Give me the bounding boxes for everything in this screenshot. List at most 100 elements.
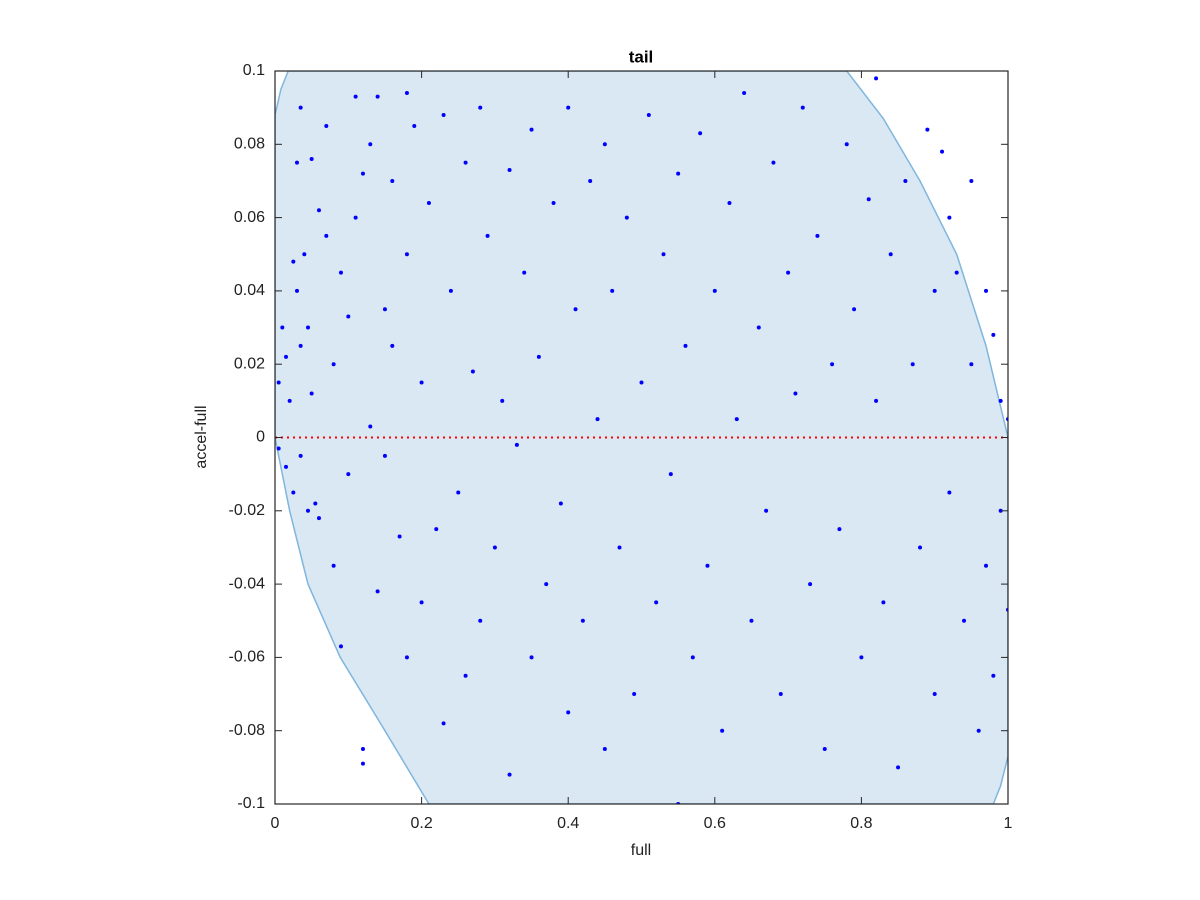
data-point [331, 563, 336, 568]
data-point [800, 105, 805, 110]
data-point [360, 761, 365, 766]
data-point [492, 545, 497, 550]
data-point [969, 178, 974, 183]
data-point [478, 618, 483, 623]
data-point [764, 508, 769, 513]
data-point [309, 391, 314, 396]
y-tick-label: 0.02 [234, 355, 265, 372]
data-point [566, 105, 571, 110]
data-point [316, 208, 321, 213]
data-point [756, 325, 761, 330]
data-point [903, 178, 908, 183]
x-tick-label: 1 [1004, 815, 1013, 832]
y-tick-label: 0 [256, 429, 265, 446]
data-point [602, 142, 607, 147]
data-point [514, 442, 519, 447]
data-point [283, 464, 288, 469]
data-point [940, 149, 945, 154]
data-point [830, 362, 835, 367]
data-point [588, 178, 593, 183]
data-point [463, 673, 468, 678]
data-point [382, 307, 387, 312]
y-tick-label: 0.1 [243, 62, 265, 79]
data-point [338, 644, 343, 649]
data-point [298, 105, 303, 110]
data-point [690, 655, 695, 660]
x-tick-label: 0.2 [410, 815, 432, 832]
x-tick-label: 0 [271, 815, 280, 832]
data-point [852, 307, 857, 312]
data-point [522, 270, 527, 275]
data-point [844, 142, 849, 147]
data-point [338, 270, 343, 275]
data-point [910, 362, 915, 367]
data-point [419, 380, 424, 385]
data-point [276, 380, 281, 385]
x-tick-label: 0.4 [557, 815, 579, 832]
plot-area [275, 71, 1008, 804]
data-point [404, 90, 409, 95]
data-point [276, 446, 281, 451]
x-tick-label: 0.6 [704, 815, 726, 832]
x-tick-label: 0.8 [850, 815, 872, 832]
data-point [485, 233, 490, 238]
data-point [881, 600, 886, 605]
y-axis-label: accel-full [193, 405, 210, 468]
data-point [294, 160, 299, 165]
data-point [925, 127, 930, 132]
y-tick-label: 0.08 [234, 136, 265, 153]
data-point [793, 391, 798, 396]
data-point [280, 325, 285, 330]
data-point [984, 288, 989, 293]
data-point [500, 398, 505, 403]
data-point [294, 288, 299, 293]
data-point [991, 332, 996, 337]
data-point [448, 288, 453, 293]
data-point [962, 618, 967, 623]
y-tick-label: -0.08 [229, 722, 266, 739]
data-point [639, 380, 644, 385]
data-point [298, 453, 303, 458]
data-point [360, 171, 365, 176]
data-point [291, 259, 296, 264]
data-point [932, 288, 937, 293]
data-point [529, 127, 534, 132]
data-point [404, 252, 409, 257]
data-point [558, 501, 563, 506]
data-point [507, 167, 512, 172]
data-point [529, 655, 534, 660]
data-point [313, 501, 318, 506]
data-point [610, 288, 615, 293]
y-tick-label: -0.02 [229, 502, 266, 519]
data-point [456, 490, 461, 495]
data-point [390, 178, 395, 183]
data-point [360, 747, 365, 752]
data-point [866, 197, 871, 202]
data-point [632, 692, 637, 697]
data-point [566, 710, 571, 715]
data-point [353, 94, 358, 99]
data-point [375, 589, 380, 594]
data-point [954, 270, 959, 275]
data-point [316, 516, 321, 521]
data-point [661, 252, 666, 257]
data-point [595, 417, 600, 422]
data-point [302, 252, 307, 257]
data-point [390, 343, 395, 348]
data-point [712, 288, 717, 293]
data-point [786, 270, 791, 275]
data-point [382, 453, 387, 458]
data-point [617, 545, 622, 550]
data-point [580, 618, 585, 623]
data-point [947, 490, 952, 495]
data-point [742, 90, 747, 95]
data-point [896, 765, 901, 770]
data-point [734, 417, 739, 422]
data-point [470, 369, 475, 374]
y-tick-label: -0.1 [237, 795, 265, 812]
data-point [705, 563, 710, 568]
data-point [331, 362, 336, 367]
data-point [602, 747, 607, 752]
data-point [305, 325, 310, 330]
data-point [346, 472, 351, 477]
